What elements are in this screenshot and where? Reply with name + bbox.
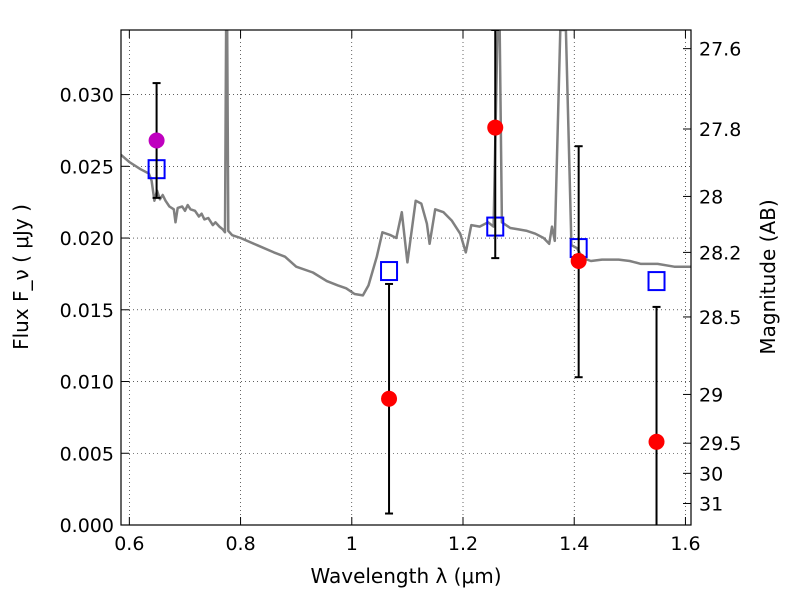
x-tick-label: 1.4 bbox=[559, 533, 589, 555]
observed-flux-point bbox=[648, 433, 665, 450]
x-tick-label: 1.2 bbox=[448, 533, 478, 555]
plot-area bbox=[121, 30, 691, 525]
observed-flux-point bbox=[381, 390, 398, 407]
plot-background bbox=[121, 30, 691, 525]
observed-flux-point bbox=[570, 253, 587, 269]
x-tick-label: 0.6 bbox=[114, 533, 144, 555]
y-tick-label: 0.025 bbox=[60, 156, 114, 178]
right-tick-label: 30 bbox=[699, 463, 723, 485]
right-tick-label: 29 bbox=[699, 384, 723, 406]
x-tick-label: 1 bbox=[346, 533, 358, 555]
observed-flux-point bbox=[148, 132, 165, 149]
x-tick-label: 1.6 bbox=[670, 533, 700, 555]
y-tick-label: 0.005 bbox=[60, 443, 114, 465]
axes: 0.6 0.8 1 1.2 1.4 1.6 0.000 0.005 0.010 0.015 0.02… bbox=[60, 30, 741, 555]
model-spectrum-line bbox=[121, 30, 691, 297]
right-tick-label: 29.5 bbox=[699, 433, 741, 455]
right-axis-label: Magnitude (AB) bbox=[756, 199, 780, 354]
right-tick-label: 28.5 bbox=[699, 307, 741, 329]
right-tick-label: 28.2 bbox=[699, 242, 741, 264]
right-tick-label: 28 bbox=[699, 186, 723, 208]
y-axis-label: Flux F_ν ( μJy ) bbox=[9, 204, 33, 350]
x-axis-label: Wavelength λ (μm) bbox=[310, 564, 501, 588]
y-tick-label: 0.020 bbox=[60, 228, 114, 250]
model-flux-square bbox=[380, 261, 399, 282]
model-flux-square bbox=[647, 271, 666, 292]
y-tick-label: 0.015 bbox=[60, 300, 114, 322]
y-tick-label: 0.000 bbox=[60, 515, 114, 537]
y-tick-label: 0.030 bbox=[60, 85, 114, 107]
x-tick-label: 0.8 bbox=[225, 533, 255, 555]
plot-frame bbox=[120, 29, 692, 526]
right-tick-label: 31 bbox=[699, 493, 723, 515]
right-tick-label: 27.8 bbox=[699, 119, 741, 141]
observed-flux-point bbox=[487, 119, 504, 136]
y-tick-label: 0.010 bbox=[60, 372, 114, 394]
right-tick-label: 27.6 bbox=[699, 39, 741, 61]
